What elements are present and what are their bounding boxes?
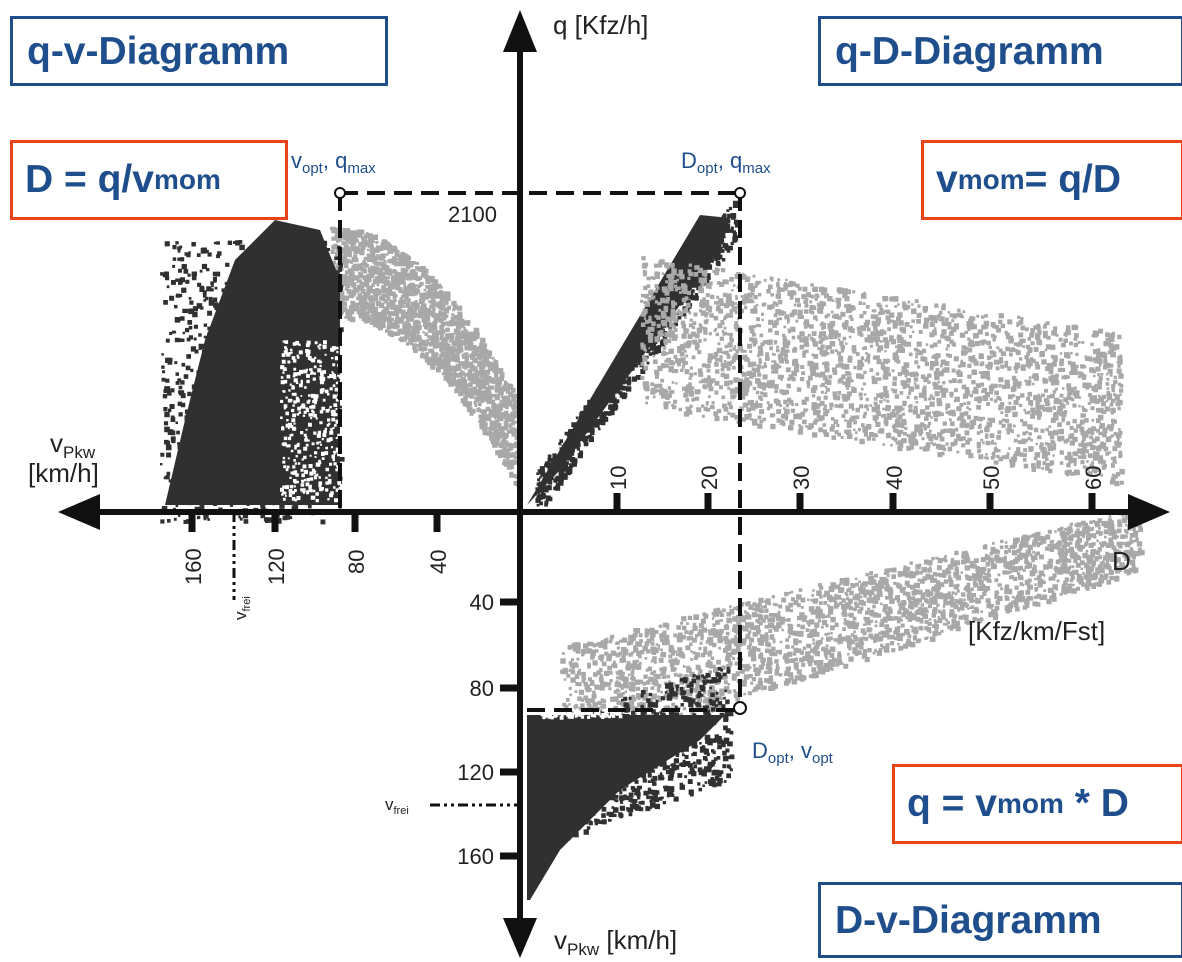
v-left-axis-label: vPkw (50, 428, 96, 462)
D-tick-label: 30 (789, 466, 814, 490)
vfrei-label-vertical: vfrei (385, 795, 409, 817)
D-tick-label: 20 (697, 466, 722, 490)
density-formula: D = q/v mom (10, 140, 288, 220)
v-down-tick-label: 40 (470, 590, 494, 615)
qv-diagram-title: q-v-Diagramm (10, 16, 388, 86)
D-axis-unit: [Kfz/km/Fst] (968, 616, 1106, 646)
v-tick-label: 80 (344, 550, 369, 574)
D-axis-label: D (1112, 546, 1131, 576)
scatter-region (165, 220, 340, 505)
v-down-tick-label: 160 (457, 844, 494, 869)
D-tick-label: 60 (1081, 466, 1106, 490)
scatter-region (280, 340, 344, 503)
qmax-value: 2100 (448, 202, 497, 227)
Dopt-qmax-label: Dopt, qmax (681, 148, 771, 177)
D-tick-label: 50 (979, 466, 1004, 490)
scatter-region (160, 240, 345, 525)
scatter-region (330, 226, 521, 487)
v-down-tick-label: 120 (457, 760, 494, 785)
Dopt-qmax-point (734, 187, 746, 199)
left-arrowhead (58, 494, 100, 530)
v-tick-label: 40 (426, 550, 451, 574)
v-down-tick-label: 80 (470, 676, 494, 701)
Dopt-vopt-label: Dopt, vopt (752, 738, 833, 767)
qD-diagram-title: q-D-Diagramm (818, 16, 1182, 86)
Dopt-vopt-point (733, 701, 747, 715)
v-bottom-axis-label: vPkw [km/h] (554, 925, 678, 959)
vopt-qmax-label: vopt, qmax (291, 148, 376, 177)
scatter-region (640, 256, 1125, 487)
v-tick-label: 120 (264, 548, 289, 585)
vfrei-label-horizontal: vfrei (231, 596, 253, 620)
scatter-region (527, 715, 725, 900)
v-left-axis-unit: [km/h] (28, 458, 99, 488)
scatter-clouds (160, 200, 1145, 900)
Dv-diagram-title: D-v-Diagramm (818, 882, 1182, 958)
vopt-qmax-point (334, 187, 346, 199)
D-tick-label: 40 (882, 466, 907, 490)
D-tick-label: 10 (606, 466, 631, 490)
flow-formula: q = v mom * D (892, 764, 1182, 844)
scatter-region (527, 666, 735, 849)
bottom-arrowhead (503, 918, 537, 958)
top-arrowhead (503, 10, 537, 52)
q-axis-label: q [Kfz/h] (553, 10, 649, 40)
speed-formula: v mom = q/D (921, 140, 1182, 220)
right-arrowhead (1128, 494, 1170, 530)
scatter-region (535, 200, 739, 507)
svg-text:vfrei: vfrei (231, 596, 253, 620)
v-tick-label: 160 (181, 548, 206, 585)
